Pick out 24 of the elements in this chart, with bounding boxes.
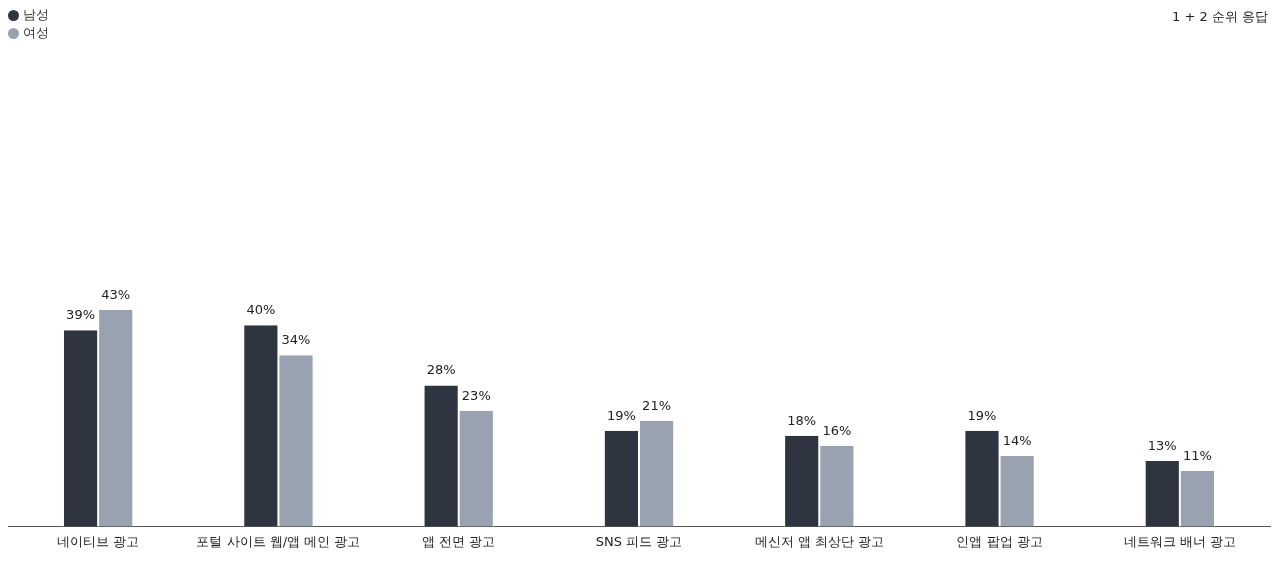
data-label: 21% bbox=[642, 397, 672, 413]
x-tick-label: 메신저 앱 최상단 광고 bbox=[754, 533, 884, 549]
data-label: 18% bbox=[787, 412, 817, 428]
x-tick-label: 포털 사이트 웹/앱 메인 광고 bbox=[196, 533, 361, 549]
data-label: 43% bbox=[101, 286, 131, 302]
x-tick-label: SNS 피드 광고 bbox=[595, 533, 683, 549]
data-label: 19% bbox=[606, 407, 636, 423]
data-label: 34% bbox=[281, 332, 311, 348]
data-label: 14% bbox=[1002, 432, 1032, 448]
x-tick-label: 앱 전면 광고 bbox=[422, 533, 496, 549]
x-tick-label: 네이티브 광고 bbox=[57, 533, 140, 549]
data-label: 19% bbox=[967, 407, 997, 423]
text: 1 + 2 순위 응답 bbox=[1172, 8, 1268, 26]
data-label: 13% bbox=[1147, 437, 1177, 453]
legend-label: 남성 bbox=[23, 6, 49, 24]
data-label: 23% bbox=[461, 387, 491, 403]
data-label: 11% bbox=[1182, 447, 1212, 463]
legend-label: 여성 bbox=[23, 24, 49, 42]
data-label: 39% bbox=[66, 307, 96, 323]
data-label: 40% bbox=[246, 302, 276, 318]
x-tick-label: 인앱 팝업 광고 bbox=[956, 533, 1043, 549]
data-label: 16% bbox=[822, 422, 852, 438]
x-tick-label: 네트워크 배너 광고 bbox=[1123, 533, 1236, 549]
data-label: 28% bbox=[426, 362, 456, 378]
